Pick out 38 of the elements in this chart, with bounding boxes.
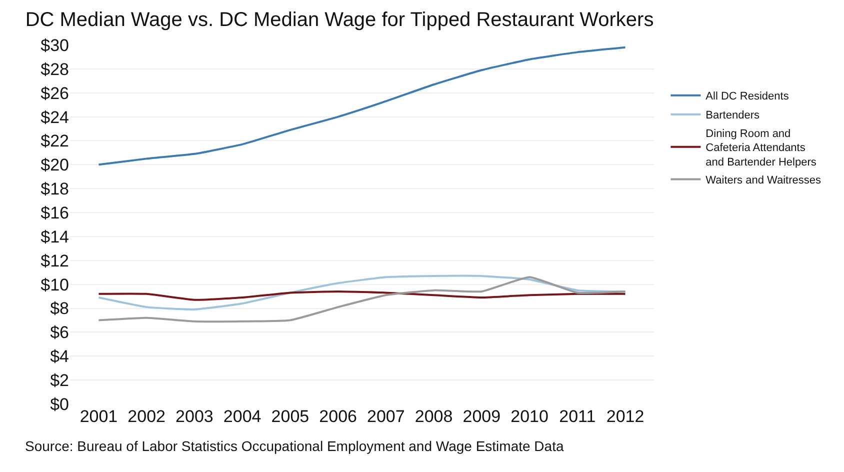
y-tick-label: $22 (40, 132, 69, 151)
y-tick-label: $8 (50, 299, 69, 318)
legend-label: Bartenders (706, 110, 760, 122)
x-tick-label: 2004 (223, 407, 262, 426)
legend-label: Dining Room and Cafeteria Attendants and Bartender Helpers (706, 128, 817, 168)
chart-title: DC Median Wage vs. DC Median Wage for Tipped Restaurant Workers (25, 8, 654, 31)
y-tick-label: $4 (50, 347, 69, 366)
y-tick-label: $16 (40, 203, 69, 222)
x-tick-label: 2011 (559, 407, 596, 426)
source-note: Source: Bureau of Labor Statistics Occupational Employment and Wage Estimate Data (25, 438, 564, 454)
x-tick-label: 2006 (319, 407, 357, 426)
x-tick-label: 2002 (128, 407, 166, 426)
line-series (98, 290, 626, 301)
y-tick-label: $10 (40, 275, 69, 294)
y-tick-label: $2 (50, 371, 69, 390)
y-tick-label: $24 (40, 108, 69, 127)
y-tick-label: $0 (50, 394, 69, 414)
y-tick-label: $18 (40, 180, 69, 199)
x-tick-label: 2008 (414, 407, 453, 426)
y-tick-label: $30 (40, 36, 69, 55)
legend-label: All DC Residents (706, 90, 790, 103)
x-tick-label: 2012 (606, 407, 644, 426)
line-series (98, 46, 626, 166)
y-tick-label: $26 (40, 84, 69, 103)
line-series (98, 274, 626, 310)
x-tick-label: 2001 (80, 407, 118, 426)
y-tick-label: $12 (40, 251, 69, 270)
y-tick-label: $14 (40, 227, 69, 246)
x-tick-label: 2007 (367, 407, 405, 426)
x-tick-label: 2010 (510, 407, 548, 426)
y-tick-label: $28 (40, 60, 69, 79)
legend-label: Waiters and Waitresses (706, 174, 822, 187)
x-tick-label: 2009 (462, 407, 501, 426)
y-tick-label: $20 (40, 156, 69, 175)
line-series (98, 276, 626, 323)
y-tick-label: $6 (50, 323, 69, 342)
x-tick-label: 2003 (176, 407, 214, 426)
x-tick-label: 2005 (271, 407, 310, 426)
